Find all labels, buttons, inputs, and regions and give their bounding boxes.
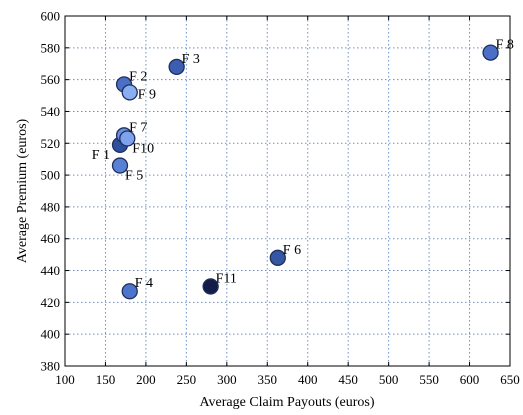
point-label: F 8 (496, 38, 514, 53)
data-points (111, 44, 499, 300)
point-label: F 5 (125, 169, 143, 184)
y-tick-label: 400 (41, 327, 61, 342)
x-tick-label: 300 (217, 372, 237, 387)
data-point (168, 58, 185, 76)
axis-ticks (64, 15, 511, 367)
data-point (482, 44, 499, 61)
y-tick-label: 500 (41, 168, 61, 183)
y-tick-label: 520 (41, 136, 61, 151)
x-tick-label: 150 (96, 372, 116, 387)
x-tick-labels: 100 150 200 250 300 350 400 450 500 550 600 650 (55, 372, 520, 387)
y-tick-label: 440 (41, 263, 61, 278)
point-label: F 1 (92, 148, 110, 163)
data-point (119, 130, 136, 147)
y-tick-label: 540 (41, 104, 61, 119)
point-label: F10 (132, 142, 154, 157)
point-label: F 3 (182, 52, 200, 67)
x-tick-label: 100 (55, 372, 75, 387)
y-axis-title: Average Premium (euros) (15, 118, 30, 263)
x-tick-label: 400 (298, 372, 318, 387)
x-tick-label: 650 (500, 372, 520, 387)
point-label: F 6 (283, 243, 301, 258)
point-label: F 4 (135, 276, 153, 291)
x-tick-label: 600 (460, 372, 480, 387)
data-point (202, 278, 219, 295)
y-tick-label: 580 (41, 40, 61, 55)
data-point (269, 249, 286, 266)
x-tick-label: 450 (338, 372, 358, 387)
x-tick-label: 550 (419, 372, 439, 387)
x-tick-label: 500 (379, 372, 399, 387)
point-label: F 2 (129, 69, 147, 84)
y-tick-label: 460 (41, 231, 61, 246)
point-label: F11 (216, 271, 237, 286)
data-point (121, 283, 138, 300)
x-axis-title: Average Claim Payouts (euros) (199, 395, 374, 410)
y-tick-label: 600 (41, 9, 61, 24)
y-tick-label: 560 (41, 72, 61, 87)
data-point (111, 157, 129, 174)
y-tick-label: 420 (41, 295, 61, 310)
plot-frame (64, 15, 511, 367)
y-tick-label: 380 (41, 359, 61, 374)
x-tick-label: 250 (177, 372, 197, 387)
y-tick-labels: 380 400 420 440 460 480 500 520 540 560 580 600 (41, 9, 61, 374)
x-tick-label: 350 (258, 372, 278, 387)
point-label: F 7 (129, 120, 147, 135)
x-tick-label: 200 (136, 372, 156, 387)
y-tick-label: 480 (41, 199, 61, 214)
data-point (121, 84, 138, 101)
point-labels: F 1 F 2 F 3 F 4 F 5 F 6 F 7 F 8 F 9 F10 F11 (92, 38, 514, 292)
point-label: F 9 (138, 87, 156, 102)
